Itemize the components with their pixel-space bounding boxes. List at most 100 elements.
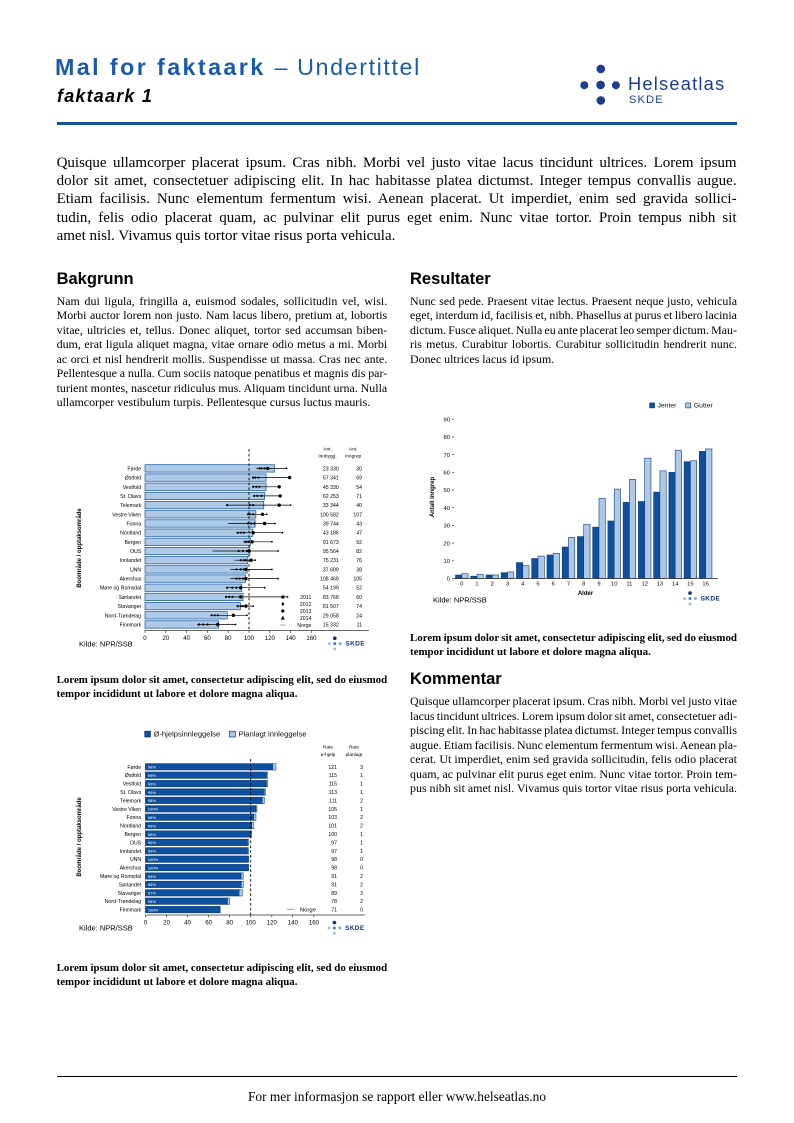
- svg-text:Ant.: Ant.: [349, 446, 358, 452]
- svg-text:Fonna: Fonna: [126, 521, 141, 527]
- svg-text:2012: 2012: [300, 602, 312, 608]
- svg-text:inngrep: inngrep: [345, 453, 361, 459]
- svg-text:98%: 98%: [148, 882, 156, 887]
- svg-text:St. Olavs: St. Olavs: [120, 790, 141, 796]
- svg-text:120: 120: [267, 920, 278, 927]
- svg-text:11: 11: [626, 582, 632, 588]
- svg-text:98: 98: [331, 866, 337, 872]
- svg-text:99%: 99%: [148, 781, 156, 786]
- svg-text:80: 80: [444, 435, 450, 441]
- svg-text:111: 111: [329, 798, 337, 804]
- svg-text:St. Olavs: St. Olavs: [120, 494, 141, 500]
- svg-text:60: 60: [356, 595, 362, 601]
- svg-text:98%: 98%: [148, 765, 156, 770]
- svg-text:2: 2: [360, 899, 363, 905]
- svg-text:100%: 100%: [148, 907, 159, 912]
- svg-text:160: 160: [306, 635, 317, 642]
- svg-text:Rate: Rate: [323, 745, 333, 751]
- svg-text:0: 0: [460, 582, 463, 588]
- svg-text:15: 15: [687, 582, 693, 588]
- svg-text:60: 60: [204, 635, 211, 642]
- svg-text:1: 1: [360, 782, 363, 788]
- svg-text:45 330: 45 330: [323, 485, 339, 491]
- svg-text:23 330: 23 330: [323, 466, 339, 472]
- svg-text:Alder: Alder: [578, 591, 594, 597]
- svg-text:Vestfold: Vestfold: [123, 485, 142, 491]
- svg-text:40: 40: [444, 506, 450, 512]
- svg-text:Møre og Romsdal: Møre og Romsdal: [100, 586, 141, 592]
- svg-text:40: 40: [183, 635, 190, 642]
- svg-text:Møre og Romsdal: Møre og Romsdal: [100, 874, 141, 880]
- svg-text:2: 2: [360, 882, 363, 888]
- svg-text:0: 0: [143, 635, 147, 642]
- svg-text:Vestre Viken: Vestre Viken: [112, 512, 141, 518]
- svg-text:1: 1: [360, 849, 363, 855]
- svg-text:Akershus: Akershus: [120, 577, 142, 583]
- svg-text:4: 4: [521, 582, 525, 588]
- svg-text:108 469: 108 469: [320, 577, 339, 583]
- svg-text:Østfold: Østfold: [125, 476, 142, 482]
- svg-text:0: 0: [144, 920, 148, 927]
- svg-text:planlagt: planlagt: [346, 752, 363, 758]
- svg-text:Fonna: Fonna: [126, 815, 141, 821]
- svg-text:100%: 100%: [148, 857, 159, 862]
- svg-text:Ø-hjelpsinnleggelse: Ø-hjelpsinnleggelse: [154, 729, 221, 738]
- svg-text:innbygg.: innbygg.: [319, 453, 337, 459]
- svg-text:89: 89: [331, 891, 337, 897]
- svg-text:Kilde: NPR/SSB: Kilde: NPR/SSB: [79, 639, 133, 648]
- svg-text:40: 40: [356, 503, 362, 509]
- svg-text:90: 90: [444, 417, 450, 423]
- svg-text:Innlandet: Innlandet: [120, 849, 142, 855]
- svg-text:10: 10: [444, 559, 450, 565]
- svg-text:Bergen: Bergen: [124, 540, 141, 546]
- svg-text:0: 0: [447, 577, 450, 583]
- svg-text:83 768: 83 768: [323, 595, 339, 601]
- svg-text:57 341: 57 341: [323, 476, 339, 482]
- svg-text:33 344: 33 344: [323, 503, 339, 509]
- svg-text:Boområde / opptaksområde: Boområde / opptaksområde: [76, 508, 83, 588]
- svg-text:99%: 99%: [148, 773, 156, 778]
- svg-text:92: 92: [356, 540, 362, 546]
- svg-text:Nordland: Nordland: [120, 531, 141, 537]
- svg-text:99%: 99%: [148, 790, 156, 795]
- svg-text:Ant.: Ant.: [323, 446, 332, 452]
- svg-text:OUS: OUS: [130, 840, 142, 846]
- svg-text:37 609: 37 609: [323, 567, 339, 573]
- svg-text:115: 115: [329, 782, 337, 788]
- svg-text:20: 20: [444, 541, 450, 547]
- svg-text:2: 2: [360, 824, 363, 830]
- svg-text:1: 1: [475, 582, 478, 588]
- svg-text:13: 13: [657, 582, 663, 588]
- svg-text:101: 101: [328, 824, 337, 830]
- svg-text:47: 47: [356, 531, 362, 537]
- svg-text:Akershus: Akershus: [120, 866, 142, 872]
- svg-text:Boområde / opptaksområde: Boområde / opptaksområde: [76, 797, 83, 877]
- svg-text:60: 60: [205, 920, 212, 927]
- svg-text:71: 71: [356, 494, 362, 500]
- svg-text:8: 8: [582, 582, 585, 588]
- svg-text:100 582: 100 582: [320, 512, 339, 518]
- svg-text:91 673: 91 673: [323, 540, 339, 546]
- svg-text:Antall inngrep: Antall inngrep: [430, 477, 436, 518]
- svg-text:Nordland: Nordland: [120, 824, 141, 830]
- svg-text:Førde: Førde: [127, 466, 141, 472]
- svg-text:5: 5: [536, 582, 539, 588]
- svg-text:Vestfold: Vestfold: [123, 782, 142, 788]
- svg-text:99%: 99%: [148, 849, 156, 854]
- svg-text:11: 11: [357, 622, 362, 628]
- svg-text:98%: 98%: [148, 899, 156, 904]
- svg-text:113: 113: [329, 790, 337, 796]
- svg-text:100: 100: [244, 635, 255, 642]
- svg-text:103: 103: [328, 815, 337, 821]
- svg-text:2011: 2011: [300, 595, 311, 601]
- svg-text:3: 3: [360, 891, 363, 897]
- svg-text:140: 140: [288, 920, 299, 927]
- svg-text:91: 91: [331, 874, 337, 880]
- svg-text:12: 12: [641, 582, 647, 588]
- svg-text:100%: 100%: [148, 807, 159, 812]
- svg-text:Norge: Norge: [297, 623, 311, 629]
- svg-text:54: 54: [356, 485, 362, 491]
- svg-text:Førde: Førde: [127, 765, 141, 771]
- svg-text:2: 2: [360, 798, 363, 804]
- svg-text:50: 50: [444, 488, 450, 494]
